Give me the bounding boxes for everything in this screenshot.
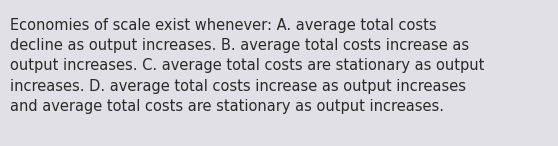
Text: Economies of scale exist whenever: A. average total costs
decline as output incr: Economies of scale exist whenever: A. av… [10,18,484,114]
